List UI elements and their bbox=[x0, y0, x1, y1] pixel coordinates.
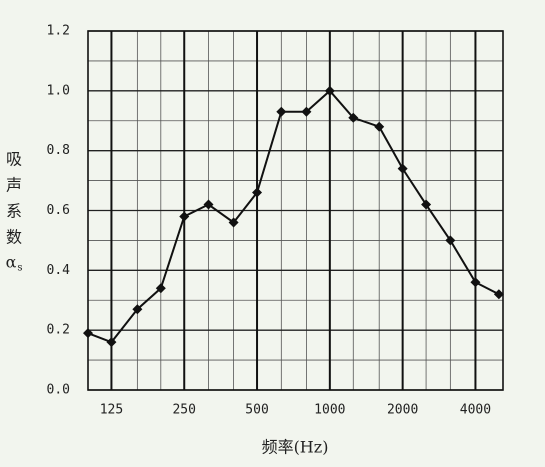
data-line bbox=[87, 89, 500, 344]
data-point bbox=[276, 106, 287, 117]
data-point bbox=[470, 277, 481, 288]
y-axis-label: 声 bbox=[6, 176, 22, 195]
y-axis-label: 吸 bbox=[6, 150, 22, 169]
data-point bbox=[83, 328, 93, 339]
data-point bbox=[374, 121, 385, 132]
data-point bbox=[421, 199, 432, 210]
data-point bbox=[155, 283, 166, 294]
data-point bbox=[493, 289, 504, 300]
y-tick-label: 0.8 bbox=[47, 143, 70, 158]
data-point bbox=[179, 211, 190, 222]
data-point bbox=[301, 106, 312, 117]
data-point bbox=[106, 337, 117, 348]
data-point bbox=[203, 199, 214, 210]
y-tick-label: 1.2 bbox=[47, 24, 70, 39]
y-axis-subscript: s bbox=[17, 263, 22, 274]
data-point bbox=[348, 112, 359, 123]
y-axis-symbol: α bbox=[6, 253, 17, 272]
x-tick-label: 250 bbox=[172, 403, 195, 418]
x-axis-label: 频率(Hz) bbox=[262, 438, 329, 457]
y-tick-label: 0.4 bbox=[47, 263, 71, 278]
x-tick-label: 500 bbox=[245, 403, 268, 418]
data-point bbox=[397, 163, 408, 174]
x-tick-label: 4000 bbox=[460, 403, 491, 418]
x-tick-label: 1000 bbox=[314, 403, 345, 418]
x-tick-label: 2000 bbox=[387, 403, 418, 418]
y-axis-label: 系 bbox=[6, 202, 22, 221]
y-tick-label: 0.0 bbox=[47, 383, 70, 398]
data-point bbox=[252, 187, 263, 198]
data-point bbox=[324, 85, 335, 96]
data-point bbox=[445, 235, 456, 246]
data-point bbox=[228, 217, 239, 228]
y-axis-label: 数 bbox=[6, 228, 22, 247]
plot-frame bbox=[87, 30, 504, 391]
y-tick-label: 1.0 bbox=[47, 83, 70, 98]
y-tick-label: 0.2 bbox=[47, 323, 70, 338]
x-tick-label: 125 bbox=[100, 403, 123, 418]
y-tick-label: 0.6 bbox=[47, 203, 70, 218]
data-point bbox=[132, 304, 143, 315]
